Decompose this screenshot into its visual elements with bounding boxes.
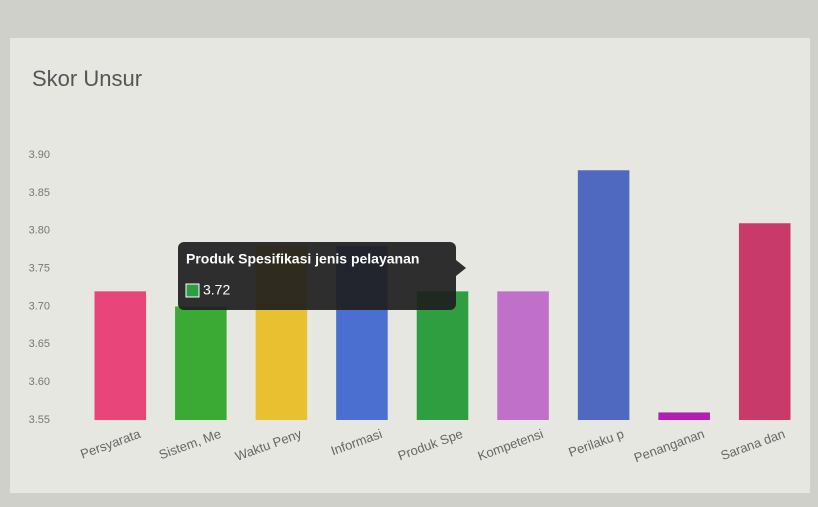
tooltip-value: 3.72 (203, 282, 230, 298)
y-tick-label: 3.75 (29, 263, 50, 275)
bar (577, 170, 630, 420)
bar (94, 291, 147, 420)
y-tick-label: 3.65 (29, 338, 50, 350)
y-tick-label: 3.70 (29, 300, 50, 312)
tooltip-pointer (456, 260, 466, 276)
tooltip-box (178, 242, 456, 310)
bar (175, 306, 227, 420)
bar (658, 412, 710, 420)
tooltip-title: Produk Spesifikasi jenis pelayanan (186, 251, 419, 267)
y-tick-label: 3.85 (29, 187, 50, 199)
bar (497, 291, 549, 420)
y-tick-label: 3.90 (29, 149, 50, 161)
tooltip: Produk Spesifikasi jenis pelayanan 3.72 (178, 242, 466, 310)
y-tick-label: 3.55 (29, 414, 50, 426)
bar (416, 291, 469, 420)
tooltip-swatch (185, 283, 200, 298)
bar (738, 223, 791, 420)
chart-title: Skor Unsur (32, 66, 142, 91)
y-tick-label: 3.80 (29, 225, 50, 237)
y-tick-label: 3.60 (29, 376, 50, 388)
